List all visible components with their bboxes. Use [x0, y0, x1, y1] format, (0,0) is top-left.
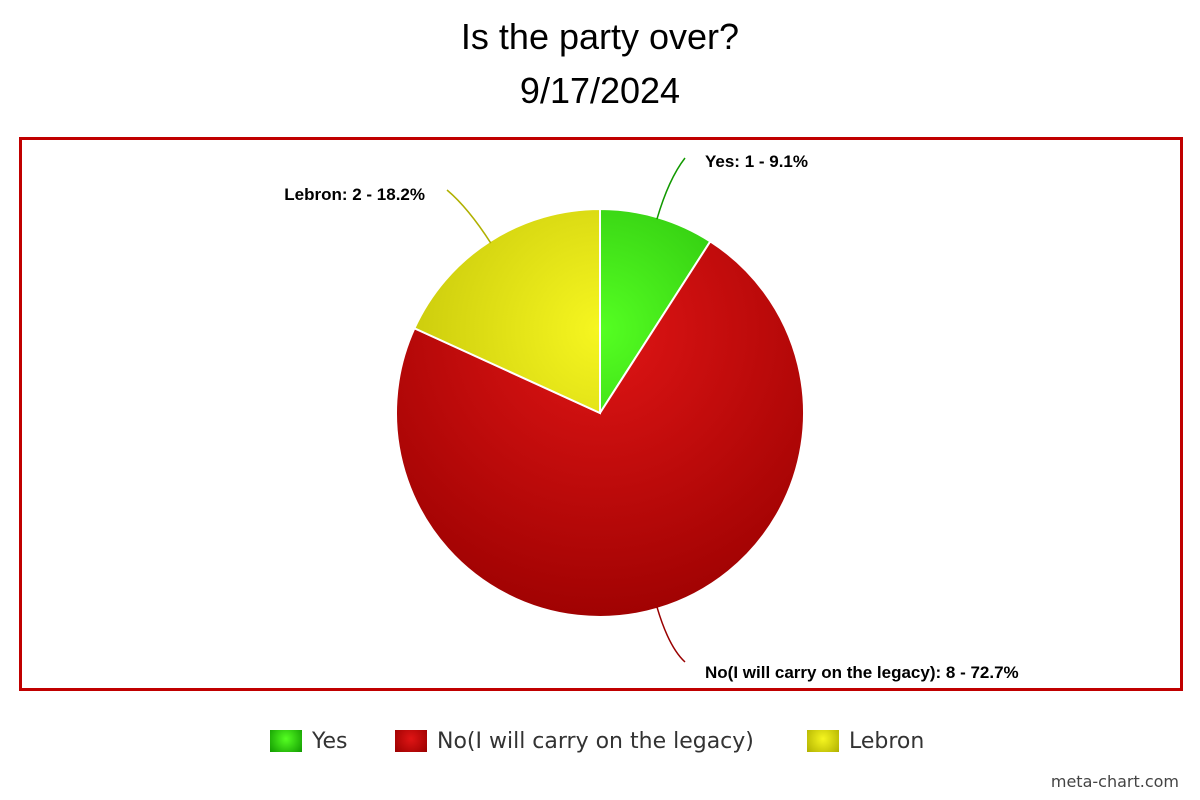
legend-item-no[interactable]: No(I will carry on the legacy): [395, 724, 754, 758]
legend: Yes No(I will carry on the legacy) Lebro…: [0, 724, 1200, 758]
legend-swatch-no: [395, 730, 427, 752]
legend-item-yes[interactable]: Yes: [270, 724, 348, 758]
credit-link[interactable]: meta-chart.com: [1050, 772, 1179, 791]
legend-swatch-lebron: [807, 730, 839, 752]
chart-title: Is the party over?: [460, 16, 740, 57]
slice-data-label-1: No(I will carry on the legacy): 8 - 72.7…: [705, 663, 1019, 682]
legend-label-lebron: Lebron: [849, 728, 925, 754]
chart-subtitle: 9/17/2024: [519, 70, 681, 111]
legend-label-yes: Yes: [312, 728, 348, 754]
legend-swatch-yes: [270, 730, 302, 752]
leader-line-1: [656, 606, 686, 663]
slice-data-label-2: Lebron: 2 - 18.2%: [284, 185, 425, 204]
legend-item-lebron[interactable]: Lebron: [807, 724, 924, 758]
leader-line-0: [656, 157, 686, 220]
legend-label-no: No(I will carry on the legacy): [437, 728, 754, 754]
slice-data-label-0: Yes: 1 - 9.1%: [705, 152, 808, 171]
leader-line-2: [446, 189, 492, 244]
